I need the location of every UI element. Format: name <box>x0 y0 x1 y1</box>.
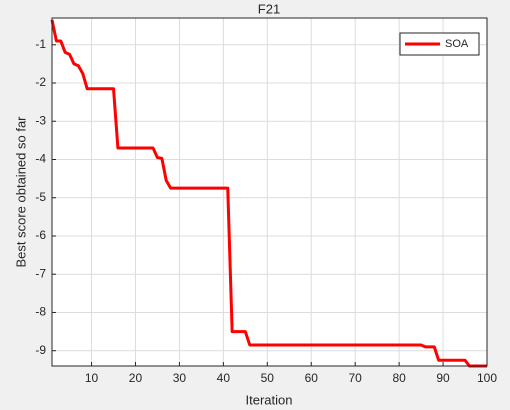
chart-title: F21 <box>258 1 280 16</box>
x-axis-label: Iteration <box>246 392 293 407</box>
x-tick-label: 40 <box>217 371 231 385</box>
y-tick-label: -4 <box>35 152 46 166</box>
x-tick-label: 10 <box>85 371 99 385</box>
x-tick-label: 30 <box>173 371 187 385</box>
y-tick-label: -7 <box>35 266 46 280</box>
x-tick-label: 90 <box>436 371 450 385</box>
y-tick-label: -3 <box>35 113 46 127</box>
x-tick-label: 50 <box>261 371 275 385</box>
y-tick-label: -8 <box>35 305 46 319</box>
legend: SOA <box>399 32 480 56</box>
y-tick-label: -9 <box>35 343 46 357</box>
marks <box>50 19 487 368</box>
x-tick-label: 100 <box>477 371 497 385</box>
plot-area <box>52 18 487 366</box>
y-tick-label: -2 <box>35 75 46 89</box>
x-tick-label: 20 <box>129 371 143 385</box>
series-line <box>50 19 487 368</box>
legend-label: SOA <box>445 38 469 50</box>
y-tick-label: -5 <box>35 190 46 204</box>
x-tick-label: 80 <box>392 371 406 385</box>
x-tick-label: 70 <box>349 371 363 385</box>
y-tick-label: -1 <box>35 37 46 51</box>
axes-box <box>51 17 488 367</box>
x-tick-label: 60 <box>305 371 319 385</box>
y-axis-label: Best score obtained so far <box>13 116 28 268</box>
y-tick-label: -6 <box>35 228 46 242</box>
grid <box>52 18 488 366</box>
